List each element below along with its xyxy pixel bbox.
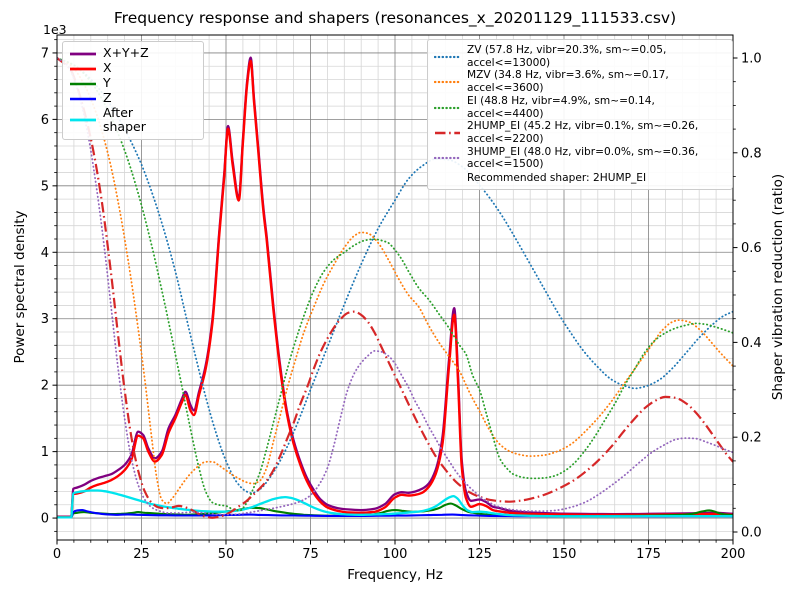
line-sample-2hump-ei (435, 131, 460, 135)
y-left-tick-label: 0 (41, 512, 49, 527)
x-tick-label: 50 (218, 547, 235, 562)
tick-marks (52, 39, 738, 545)
legend-label-ei: EI (48.8 Hz, vibr=4.9%, sm~=0.14, accel<… (467, 94, 655, 120)
legend-label-after-shaper: After shaper (103, 105, 146, 135)
x-tick-label: 0 (53, 547, 61, 562)
y-axis-left-label: Power spectral density (12, 210, 28, 364)
legend-item-ei: EI (48.8 Hz, vibr=4.9%, sm~=0.14, accel<… (434, 95, 725, 120)
y-left-tick-label: 5 (41, 179, 49, 194)
legend-item-2hump-ei: 2HUMP_EI (45.2 Hz, vibr=0.1%, sm~=0.26, … (434, 120, 725, 145)
y-axis-offset-text: 1e3 (43, 22, 67, 37)
line-sample-ei (434, 106, 461, 109)
legend-label-zv: ZV (57.8 Hz, vibr=20.3%, sm~=0.05, accel… (467, 44, 667, 69)
y-left-tick-label: 4 (41, 246, 49, 261)
chart-title: Frequency response and shapers (resonanc… (113, 9, 677, 27)
y-left-tick-label: 7 (41, 46, 49, 61)
line-sample-xyz (70, 52, 96, 55)
y-right-tick-label: 0.4 (741, 336, 762, 351)
y-right-tick-label: 0.6 (741, 241, 762, 256)
x-tick-label: 100 (383, 547, 408, 562)
x-tick-label: 175 (636, 547, 661, 562)
legend-item-x: X (69, 60, 197, 76)
legend-note-recommended-shaper: Recommended shaper: 2HUMP_EI (434, 171, 725, 186)
tick-labels: 0 25 50 75 100 125 150 175 200 0 1 2 3 4 5 6 7 0.0 0.2 0.4 0… (41, 46, 762, 562)
x-tick-label: 125 (467, 547, 492, 562)
y-left-tick-label: 6 (41, 113, 49, 128)
series-path-zv (57, 57, 733, 494)
legend-item-y: Y (69, 75, 197, 91)
y-right-tick-label: 0.8 (741, 146, 762, 161)
y-left-tick-label: 2 (41, 379, 49, 394)
y-left-tick-label: 1 (41, 445, 49, 460)
y-right-tick-label: 0.2 (741, 431, 762, 446)
y-axis-right-label: Shaper vibration reduction (ratio) (770, 173, 786, 401)
legend-label-3hump-ei: 3HUMP_EI (48.0 Hz, vibr=0.0%, sm~=0.36, … (467, 145, 699, 171)
series-path-hump2 (57, 57, 733, 519)
line-sample-zv (434, 55, 461, 58)
x-axis-label: Frequency, Hz (347, 567, 443, 583)
y-right-tick-label: 1.0 (741, 51, 762, 66)
legend-label-z: Z (103, 90, 112, 106)
y-left-tick-label: 3 (41, 312, 49, 327)
line-sample-after-shaper (70, 119, 96, 122)
line-sample-y (70, 82, 96, 85)
series-path-hump3 (57, 57, 733, 516)
series-path-mzv (57, 57, 733, 505)
line-sample-x (70, 67, 96, 70)
legend-item-zv: ZV (57.8 Hz, vibr=20.3%, sm~=0.05, accel… (434, 44, 725, 69)
legend-item-mzv: MZV (34.8 Hz, vibr=3.6%, sm~=0.17, accel… (434, 69, 725, 94)
x-tick-label: 200 (721, 547, 746, 562)
legend-item-z: Z (69, 90, 197, 106)
line-sample-3hump-ei (434, 157, 461, 160)
legend-item-3hump-ei: 3HUMP_EI (48.0 Hz, vibr=0.0%, sm~=0.36, … (434, 146, 725, 171)
series-path-after (57, 489, 733, 519)
legend-label-mzv: MZV (34.8 Hz, vibr=3.6%, sm~=0.17, accel… (467, 69, 669, 95)
x-tick-label: 25 (133, 547, 150, 562)
series-path-x (57, 59, 733, 519)
legend-item-xyz: X+Y+Z (69, 45, 197, 61)
legend-psd: X+Y+Z X Y Z After shaper (62, 41, 204, 140)
x-tick-label: 75 (302, 547, 319, 562)
recommended-shaper-text: Recommended shaper: 2HUMP_EI (467, 172, 647, 185)
line-sample-mzv (434, 81, 461, 84)
legend-shapers: ZV (57.8 Hz, vibr=20.3%, sm~=0.05, accel… (427, 39, 733, 191)
x-tick-label: 150 (552, 547, 577, 562)
legend-label-x: X (103, 60, 112, 76)
legend-label-y: Y (103, 75, 111, 91)
y-right-tick-label: 0.0 (741, 525, 762, 540)
legend-item-after-shaper: After shaper (69, 105, 197, 135)
series-group (57, 56, 733, 519)
legend-label-2hump-ei: 2HUMP_EI (45.2 Hz, vibr=0.1%, sm~=0.26, … (467, 120, 699, 145)
legend-label-xyz: X+Y+Z (103, 45, 149, 61)
line-sample-z (70, 97, 96, 100)
series-path-ei (57, 57, 733, 512)
